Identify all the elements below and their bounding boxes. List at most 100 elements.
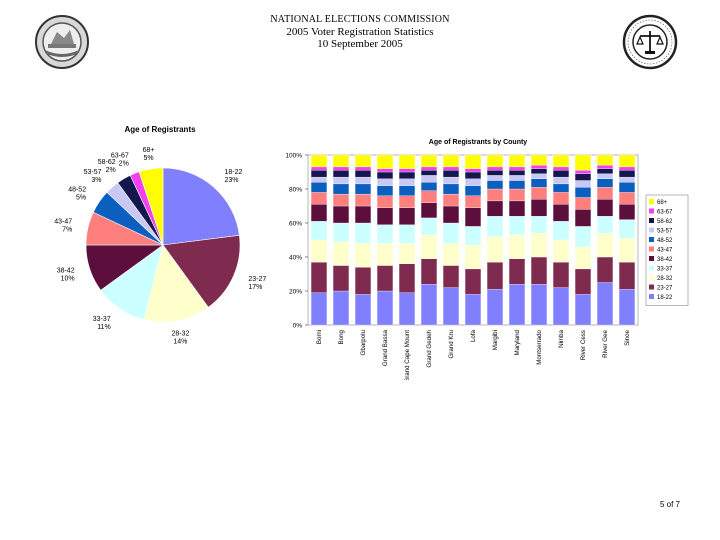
bar-segment-68+ — [354, 154, 372, 168]
bar-segment-63-67 — [398, 168, 416, 173]
bar-segment-38-42 — [574, 209, 592, 227]
bar-segment-43-47 — [464, 195, 482, 208]
bar-segment-28-32 — [552, 239, 570, 263]
bar-segment-28-32 — [618, 238, 636, 263]
bar-segment-43-47 — [376, 195, 394, 208]
stacked-bar-chart: Age of Registrants by County 0% 20% 40% 60%… — [285, 139, 689, 380]
bar-segment-23-27 — [398, 263, 416, 293]
bar-segment-38-42 — [464, 207, 482, 227]
bar-segment-28-32 — [596, 233, 614, 258]
x-tick-label: Grand Gedeh — [426, 329, 433, 367]
bar-segment-28-32 — [354, 243, 372, 268]
bar-segment-23-27 — [530, 256, 548, 285]
bar-segment-28-32 — [332, 241, 350, 266]
y-tick-label: 100% — [285, 153, 302, 160]
pie-chart-title: Age of Registrants — [124, 125, 196, 134]
bar-segment-58-62 — [376, 171, 394, 179]
bar-segment-28-32 — [508, 234, 526, 259]
x-tick-label: Gbarpolu — [360, 329, 367, 355]
legend-swatch-53-57 — [649, 227, 654, 233]
pie-slice-68+ — [138, 167, 164, 246]
bar-segment-43-47 — [530, 187, 548, 200]
legend-swatch-23-27 — [649, 284, 654, 290]
bar-segment-58-62 — [618, 170, 636, 178]
x-tick-label: River Gee — [602, 329, 609, 357]
bar-segment-33-37 — [618, 219, 636, 239]
bar-segment-53-57 — [398, 178, 416, 186]
bar-segment-28-32 — [486, 236, 504, 263]
bar-segment-33-37 — [464, 226, 482, 246]
bar-segment-43-47 — [398, 195, 416, 208]
page-number: 5 of 7 — [659, 500, 680, 509]
pie-slice-28-32 — [143, 244, 209, 323]
bar-segment-53-57 — [508, 175, 526, 181]
bar-segment-43-47 — [310, 192, 328, 205]
bar-segment-33-37 — [596, 216, 614, 234]
bar-segment-43-47 — [508, 188, 526, 202]
x-tick-label: River Cess — [580, 330, 587, 360]
bar-segment-48-52 — [552, 183, 570, 193]
bar-segment-23-27 — [442, 265, 460, 288]
bar-segment-18-22 — [596, 282, 614, 326]
bar-segment-28-32 — [464, 244, 482, 270]
bar-segment-33-37 — [354, 222, 372, 244]
report-header: NATIONAL ELECTIONS COMMISSION 2005 Voter… — [250, 14, 470, 50]
pie-label-43-47: 43-47 7% — [54, 219, 72, 234]
x-tick-label: Grand Bassa — [382, 329, 389, 366]
bar-segment-53-57 — [574, 180, 592, 188]
bar-segment-33-37 — [332, 222, 350, 242]
bar-segment-63-67 — [596, 165, 614, 169]
bar-segment-23-27 — [596, 256, 614, 283]
bar-segment-38-42 — [552, 204, 570, 222]
bar-segment-48-52 — [420, 182, 438, 191]
legend-swatch-48-52 — [649, 237, 654, 242]
bar-segment-43-47 — [332, 193, 350, 207]
bar-segment-43-47 — [420, 190, 438, 203]
legend-label-63-67: 63-67 — [657, 210, 673, 216]
liberia-seal-icon — [35, 15, 89, 69]
bar-segment-28-32 — [398, 243, 416, 264]
x-tick-label: Nimba — [558, 329, 565, 347]
bar-segment-18-22 — [442, 287, 460, 326]
bar-segment-23-27 — [464, 268, 482, 295]
bar-segment-38-42 — [596, 199, 614, 217]
bar-segment-23-27 — [508, 258, 526, 285]
bar-segment-33-37 — [530, 216, 548, 234]
bar-segment-63-67 — [464, 168, 482, 173]
bar-segment-18-22 — [618, 289, 636, 326]
bar-segment-48-52 — [310, 182, 328, 193]
bar-segment-38-42 — [332, 205, 350, 224]
bar-segment-48-52 — [398, 185, 416, 196]
legend-swatch-68+ — [649, 199, 654, 204]
pie-label-53-57: 53-57 3% — [84, 169, 102, 184]
x-tick-label: Sinoe — [624, 329, 631, 345]
bar-segment-58-62 — [310, 170, 328, 178]
bar-segment-68+ — [464, 154, 482, 169]
bar-segment-68+ — [618, 154, 636, 168]
nec-seal-icon — [622, 14, 678, 70]
bar-segment-53-57 — [618, 176, 636, 183]
bar-segment-68+ — [376, 154, 394, 169]
pie-label-63-67: 63-67 2% — [111, 153, 129, 168]
legend-label-23-27: 23-27 — [657, 286, 673, 292]
legend-label-18-22: 18-22 — [657, 295, 673, 301]
y-tick-label: 20% — [289, 289, 302, 296]
bar-segment-48-52 — [530, 178, 548, 188]
report-date: 10 September 2005 — [317, 38, 403, 50]
bar-segment-43-47 — [596, 187, 614, 200]
legend-label-38-42: 38-42 — [657, 257, 673, 263]
bar-segment-38-42 — [486, 200, 504, 217]
bar-segment-18-22 — [508, 284, 526, 326]
bar-segment-48-52 — [574, 187, 592, 198]
bar-segment-33-37 — [486, 216, 504, 237]
bar-segment-38-42 — [508, 200, 526, 217]
bar-segment-58-62 — [596, 168, 614, 174]
bar-segment-53-57 — [332, 176, 350, 185]
bar-segment-18-22 — [332, 290, 350, 326]
legend-swatch-18-22 — [649, 294, 654, 299]
bar-segment-63-67 — [530, 165, 548, 169]
bar-segment-68+ — [508, 154, 526, 168]
bar-segment-48-52 — [508, 180, 526, 190]
legend-swatch-43-47 — [649, 246, 654, 252]
bar-segment-18-22 — [420, 284, 438, 326]
